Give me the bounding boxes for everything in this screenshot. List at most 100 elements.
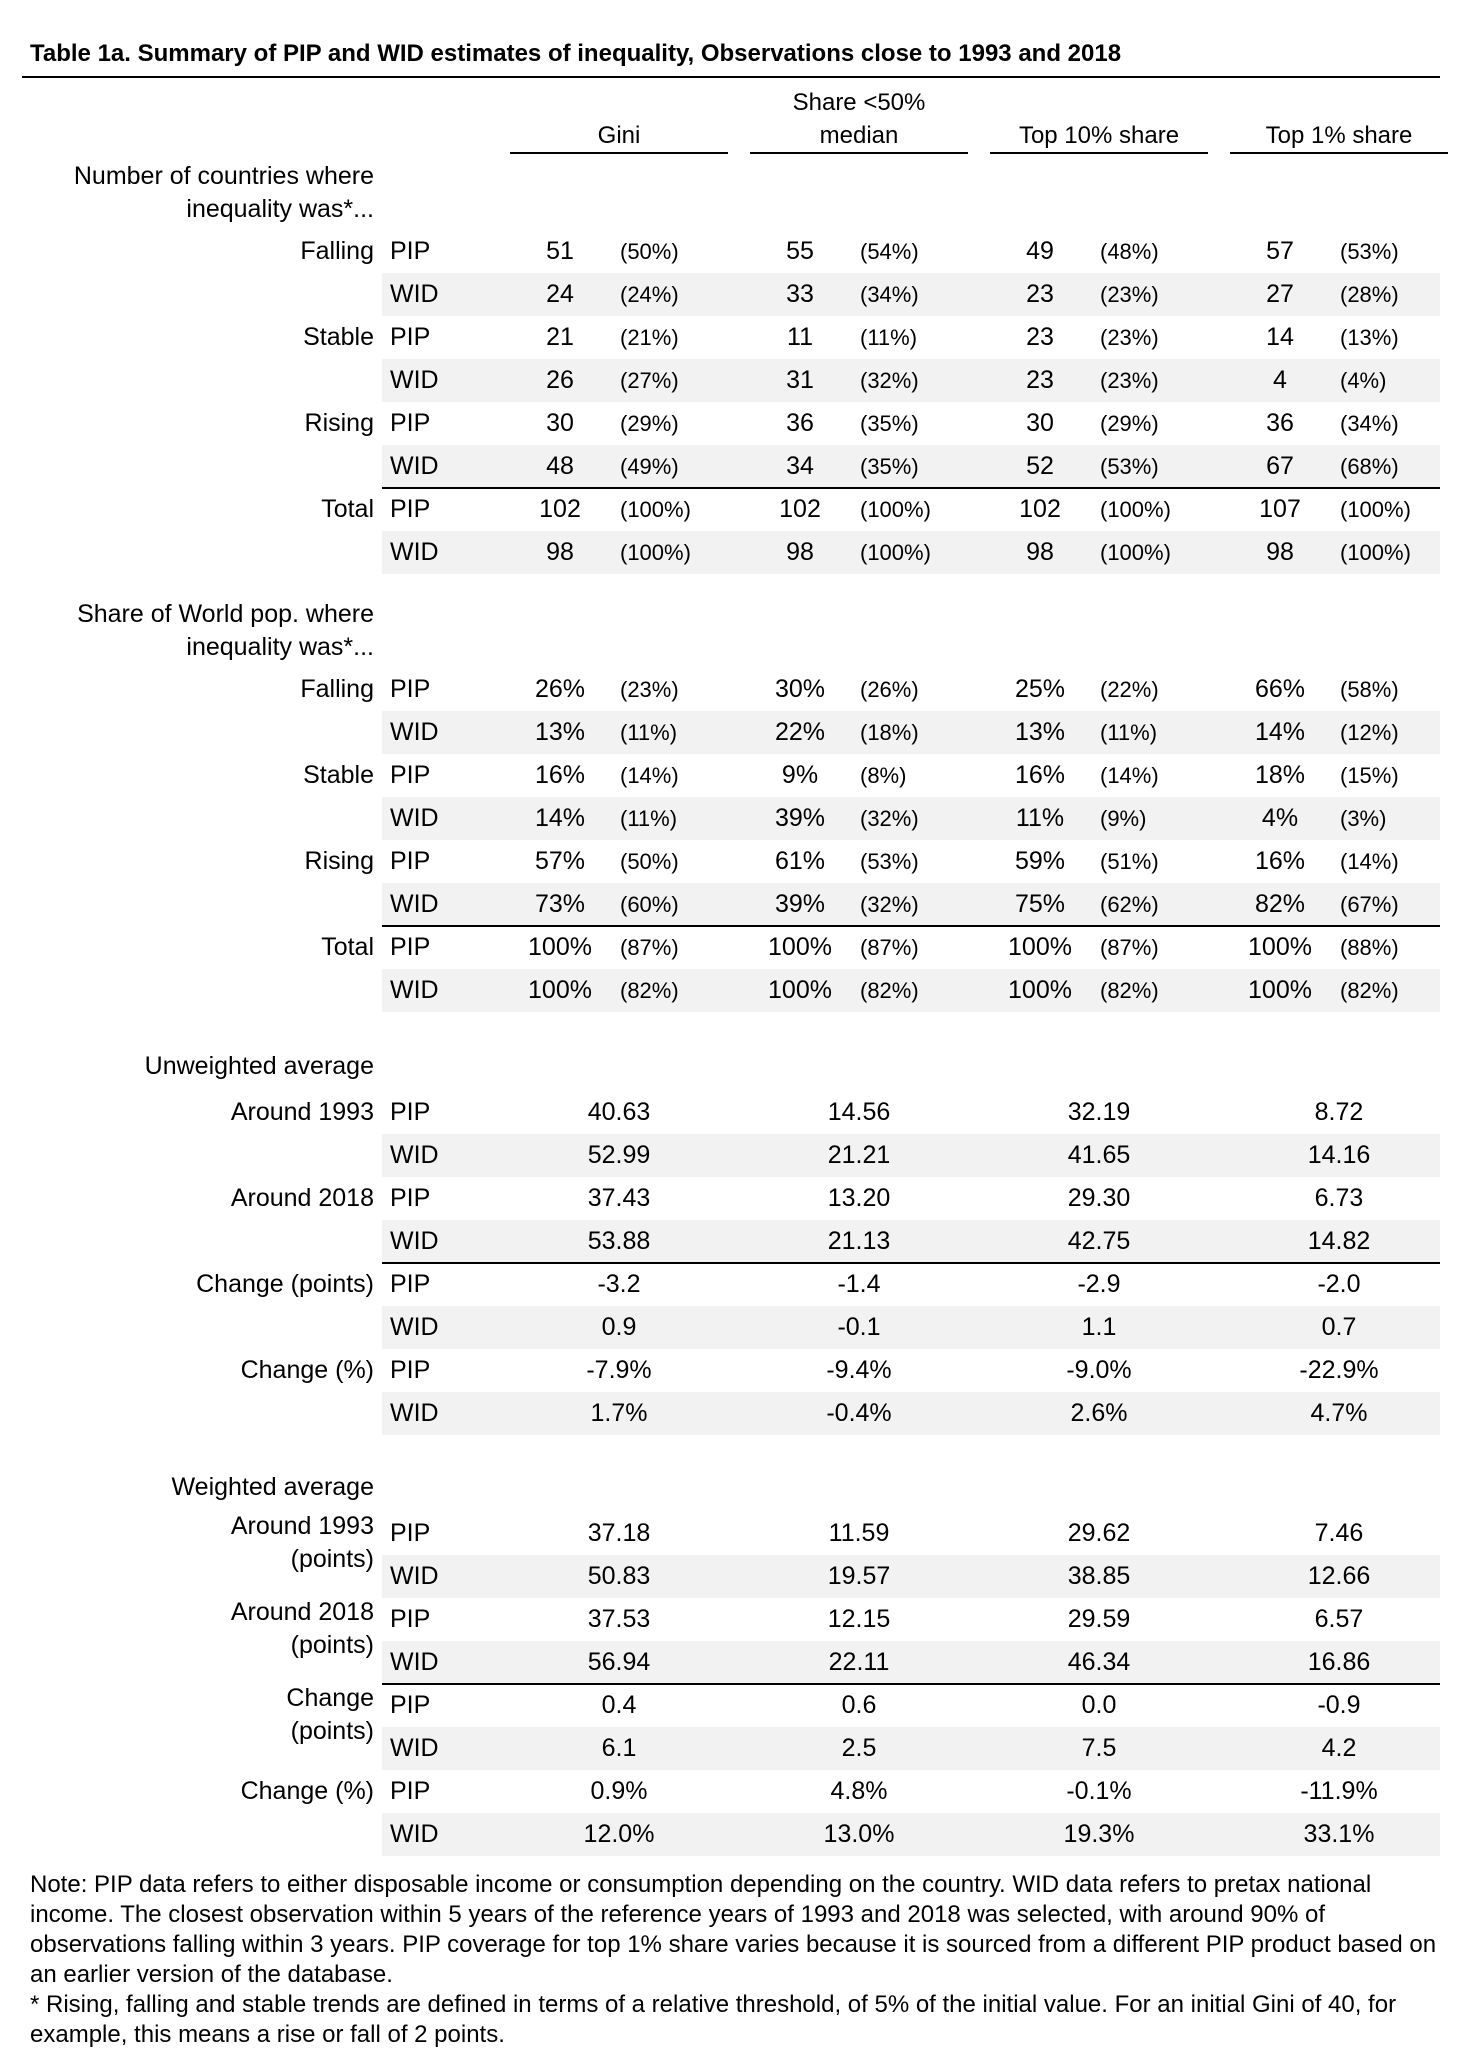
cell-value: 7.46 [1314,1519,1364,1547]
cell-value: 41.65 [1067,1141,1131,1169]
cell-percent: (9%) [1100,806,1147,831]
cell-value: 16.86 [1307,1648,1371,1676]
cell-value: 0.9% [590,1777,648,1805]
row-shading [382,445,1440,488]
cell-value: 100% [1008,976,1072,1004]
column-header-line2: Top 10% share [1018,122,1180,149]
cell-value: 39% [774,890,826,918]
row-source-label: PIP [390,1356,431,1384]
cell-value: 4.7% [1310,1399,1368,1427]
cell-value: 33 [786,280,814,308]
row-group-label: Change (points) [40,1682,374,1748]
row-shading [382,1555,1440,1598]
table-row: WID 26 (27%) 31 (32%) 23 (23%) 4 (4%) [0,359,1470,402]
cell-value: 32.19 [1067,1098,1131,1126]
cell-value: 1.7% [590,1399,648,1427]
cell-percent: (35%) [860,454,919,479]
cell-value: 21.13 [827,1227,891,1255]
note-text: Note: PIP data refers to either disposab… [30,1871,1437,1988]
row-source-label: PIP [390,1184,431,1212]
table-row: Falling PIP 26% (23%) 30% (26%) 25% (22%) 66% (58… [0,668,1470,711]
table-row: Around 2018 (points) PIP 37.53 12.15 29.59 6.5… [0,1598,1470,1659]
cell-percent: (12%) [1340,720,1399,745]
cell-value: 2.6% [1070,1399,1128,1427]
cell-value: 73% [534,890,586,918]
separator-rule [382,487,1440,489]
row-shading [382,1813,1440,1856]
cell-value: 57% [534,847,586,875]
cell-value: -7.9% [586,1356,652,1384]
table-row: Total PIP 100% (87%) 100% (87%) 100% (87%) 100% (… [0,926,1470,969]
cell-value: 100% [1008,933,1072,961]
cell-value: 14% [1254,718,1306,746]
row-source-label: WID [390,804,439,832]
column-header-line1 [510,86,728,119]
cell-percent: (18%) [860,720,919,745]
row-group-label: Stable [40,316,374,359]
table-title: Table 1a. Summary of PIP and WID estimat… [30,40,1122,67]
cell-value: 100% [768,976,832,1004]
separator-rule [382,925,1440,927]
cell-percent: (62%) [1100,892,1159,917]
column-header: Top 1% share [1230,86,1448,152]
cell-value: 11.59 [828,1519,890,1547]
cell-percent: (50%) [620,239,679,264]
column-header-rule [510,152,728,154]
cell-percent: (23%) [1100,282,1159,307]
row-source-label: PIP [390,409,431,437]
cell-value: -0.1 [837,1313,881,1341]
table-row: WID 73% (60%) 39% (32%) 75% (62%) 82% (67%) [0,883,1470,926]
table-row: Change (points) PIP 0.4 0.6 0.0 -0.9 [0,1684,1470,1745]
cell-value: 13.20 [827,1184,891,1212]
cell-value: 75% [1014,890,1066,918]
row-source-label: PIP [390,1691,431,1719]
table-row: Around 1993 PIP 40.63 14.56 32.19 8.72 [0,1091,1470,1134]
column-header: Gini [510,86,728,152]
row-source-label: WID [390,1141,439,1169]
row-group-text: Around 2018 [230,1184,374,1212]
cell-value: 102 [779,495,821,523]
cell-percent: (53%) [1340,239,1399,264]
cell-value: 4.8% [830,1777,888,1805]
cell-value: 14.82 [1307,1227,1371,1255]
cell-value: 13% [1014,718,1066,746]
row-group-subtext: (points) [290,1545,374,1573]
cell-value: 25% [1014,675,1066,703]
cell-value: 49 [1026,237,1054,265]
row-source-label: WID [390,976,439,1004]
row-source-label: WID [390,1562,439,1590]
cell-value: 0.7 [1321,1313,1357,1341]
table-row: WID 14% (11%) 39% (32%) 11% (9%) 4% (3%) [0,797,1470,840]
table-row: Rising PIP 57% (50%) 61% (53%) 59% (51%) 16% (14%… [0,840,1470,883]
cell-value: 42.75 [1067,1227,1131,1255]
cell-percent: (100%) [1100,497,1171,522]
row-source-label: PIP [390,933,431,961]
cell-percent: (87%) [1100,935,1159,960]
cell-value: 0.6 [841,1691,877,1719]
row-group-label: Change (%) [40,1349,374,1392]
cell-value: -9.4% [826,1356,892,1384]
row-source-label: WID [390,1227,439,1255]
column-header-rule [990,152,1208,154]
cell-value: 7.5 [1081,1734,1117,1762]
cell-value: 22% [774,718,826,746]
column-header-line2: median [819,122,899,149]
cell-value: -9.0% [1066,1356,1132,1384]
cell-percent: (24%) [620,282,679,307]
cell-value: 37.18 [587,1519,651,1547]
cell-value: 37.43 [587,1184,651,1212]
row-source-label: WID [390,280,439,308]
row-source-label: WID [390,1313,439,1341]
cell-percent: (100%) [620,540,691,565]
cell-value: 11% [1015,804,1065,832]
row-source-label: PIP [390,323,431,351]
table-row: WID 100% (82%) 100% (82%) 100% (82%) 100% (82%) [0,969,1470,1012]
cell-percent: (34%) [860,282,919,307]
cell-value: -2.9 [1077,1270,1121,1298]
cell-value: -0.9 [1317,1691,1361,1719]
cell-percent: (100%) [860,540,931,565]
cell-value: 30% [774,675,826,703]
cell-percent: (32%) [860,892,919,917]
cell-value: 19.57 [827,1562,891,1590]
top-rule [22,76,1440,78]
